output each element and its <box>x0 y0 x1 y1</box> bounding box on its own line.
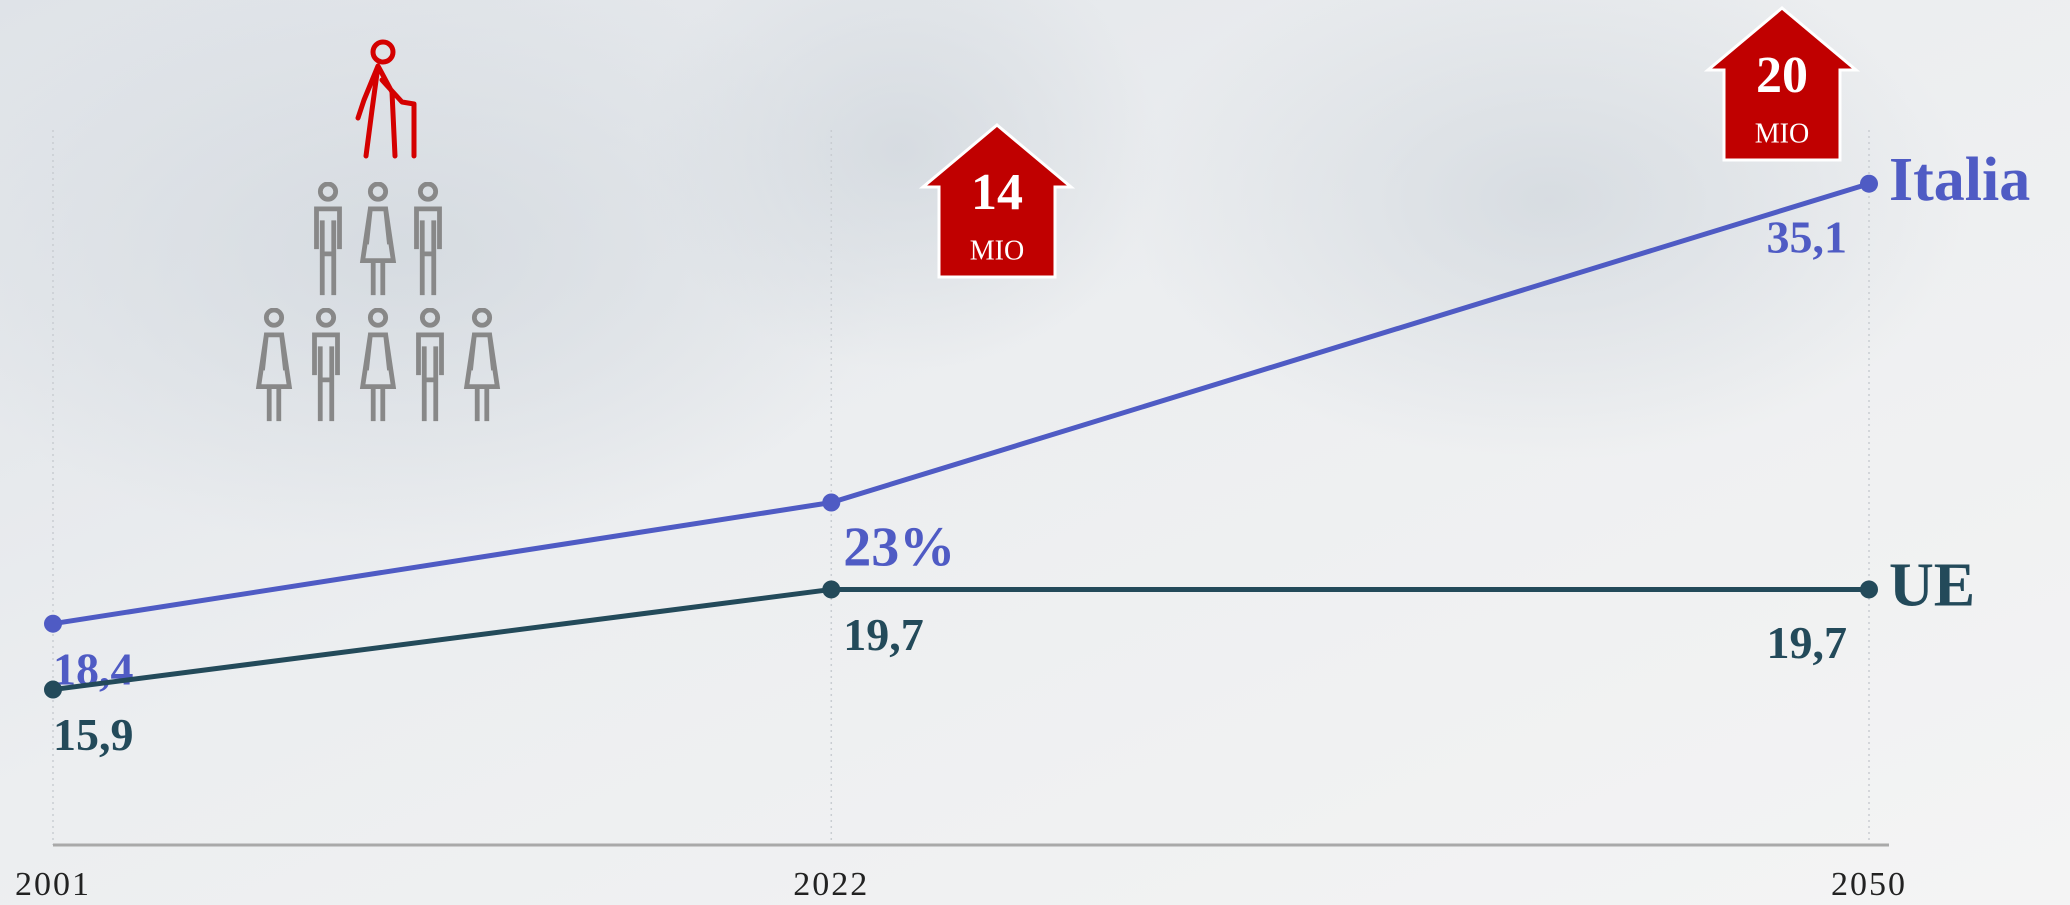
data-point <box>1860 580 1878 598</box>
annotation-number: 14 <box>971 164 1023 221</box>
data-label: 23% <box>843 516 955 578</box>
data-label: 15,9 <box>53 709 134 760</box>
data-label: 19,7 <box>843 609 924 660</box>
x-tick-label: 2022 <box>793 866 869 903</box>
x-tick-label: 2050 <box>1831 866 1907 903</box>
page: {"chart_data": { "type": "line", "x": [2… <box>0 0 2070 905</box>
data-point <box>44 681 62 699</box>
annotation-unit: MIO <box>1755 118 1809 149</box>
data-point <box>44 615 62 633</box>
x-tick-label: 2001 <box>15 866 91 903</box>
data-label: 19,7 <box>1767 617 1848 668</box>
annotation-number: 20 <box>1756 47 1808 104</box>
data-label: 35,1 <box>1767 211 1848 262</box>
data-point <box>1860 175 1878 193</box>
legend-label: UE <box>1889 552 1975 620</box>
legend-label: Italia <box>1889 146 2030 214</box>
data-point <box>822 580 840 598</box>
chart: 20012022205014MIO20MIO18,423%35,1Italia1… <box>0 0 2070 905</box>
data-point <box>822 494 840 512</box>
annotation-unit: MIO <box>970 235 1024 266</box>
